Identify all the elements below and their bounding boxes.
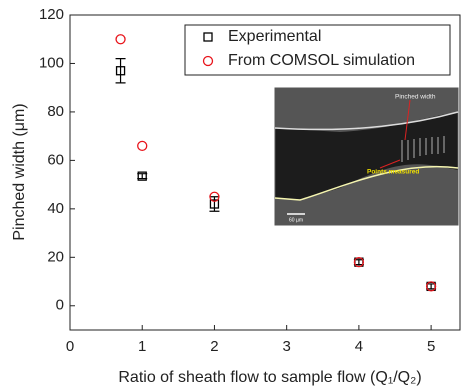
x-tick-label: 1 [138,338,146,355]
x-tick-label: 2 [210,338,218,355]
x-tick-label: 4 [355,338,363,355]
x-tick-label: 3 [282,338,290,355]
y-tick-label: 20 [47,248,64,265]
chart: Ratio of sheath flow to sample flow (Q₁/… [0,0,462,390]
y-tick-label: 120 [39,6,64,23]
x-axis-label: Ratio of sheath flow to sample flow (Q₁/… [118,369,421,386]
y-tick-label: 40 [47,200,64,217]
x-tick-label: 5 [427,338,435,355]
legend-label: Experimental [228,28,321,45]
data-point [138,141,147,150]
y-tick-label: 0 [56,297,64,314]
data-point [116,35,125,44]
y-tick-label: 100 [39,54,64,71]
y-tick-label: 80 [47,103,64,120]
legend-label: From COMSOL simulation [228,52,415,69]
inset-image: Pinched width Points measured 60 µm [275,88,458,225]
inset-label: Pinched width [395,94,436,101]
x-tick-label: 0 [66,338,74,355]
y-axis-label: Pinched width (μm) [11,103,28,240]
y-tick-label: 60 [47,151,64,168]
inset-label: Points measured [367,169,419,176]
inset-scale-label: 60 µm [289,217,303,223]
